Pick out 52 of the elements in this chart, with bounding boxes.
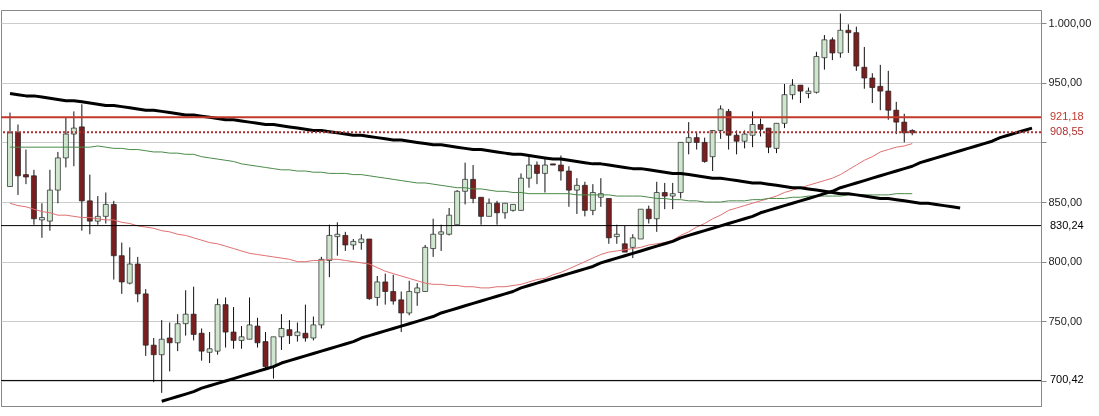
candlestick [390, 274, 397, 306]
candlestick [382, 273, 389, 306]
candlestick [462, 162, 468, 205]
candlestick [446, 207, 452, 236]
ref-line-label: 921,18 [1050, 110, 1084, 123]
candlestick [438, 224, 445, 252]
candlestick [478, 196, 484, 226]
candlestick [661, 182, 668, 210]
candlestick [629, 233, 636, 259]
candlestick [39, 202, 45, 239]
candlestick [86, 174, 93, 235]
ref-line-label: 830,24 [1050, 218, 1084, 231]
candlestick [126, 246, 133, 285]
candlestick [685, 121, 692, 155]
candlestick [877, 64, 884, 111]
candlestick [398, 290, 405, 333]
y-tick-label: 750,00 [1048, 314, 1083, 327]
candlestick [71, 110, 77, 167]
candlestick [885, 70, 892, 121]
candlestick [63, 116, 69, 168]
candlestick [414, 282, 421, 307]
candlestick [669, 182, 676, 210]
candlestick [166, 322, 173, 372]
candlestick [861, 46, 868, 90]
candlestick [558, 155, 564, 182]
candlestick [374, 275, 381, 307]
candlestick [534, 160, 540, 185]
candlestick [542, 158, 548, 193]
candlestick [901, 113, 908, 143]
candlestick [613, 224, 620, 245]
ref-line-label: 700,42 [1050, 373, 1084, 386]
candlestick [574, 177, 580, 215]
candlestick [590, 183, 596, 216]
candlestick [470, 164, 476, 204]
y-tick-label: 800,00 [1048, 255, 1083, 268]
line-series [9, 143, 913, 289]
candlestick [23, 149, 29, 185]
candlestick [406, 280, 413, 316]
candlestick [102, 191, 109, 225]
y-tick-label: 850,00 [1048, 195, 1083, 208]
candlestick [494, 200, 500, 226]
ref-line-label: 908,55 [1050, 125, 1084, 138]
candlestick [621, 225, 628, 253]
candlestick [174, 313, 181, 352]
candlestick [430, 218, 437, 258]
candlestick [869, 72, 876, 104]
candlestick [150, 337, 157, 383]
y-tick-label: 950,00 [1048, 76, 1083, 89]
candlestick [566, 165, 572, 208]
candlestick [158, 319, 165, 394]
candlestick [526, 155, 532, 189]
y-tick-label: 1.000,00 [1048, 16, 1092, 29]
